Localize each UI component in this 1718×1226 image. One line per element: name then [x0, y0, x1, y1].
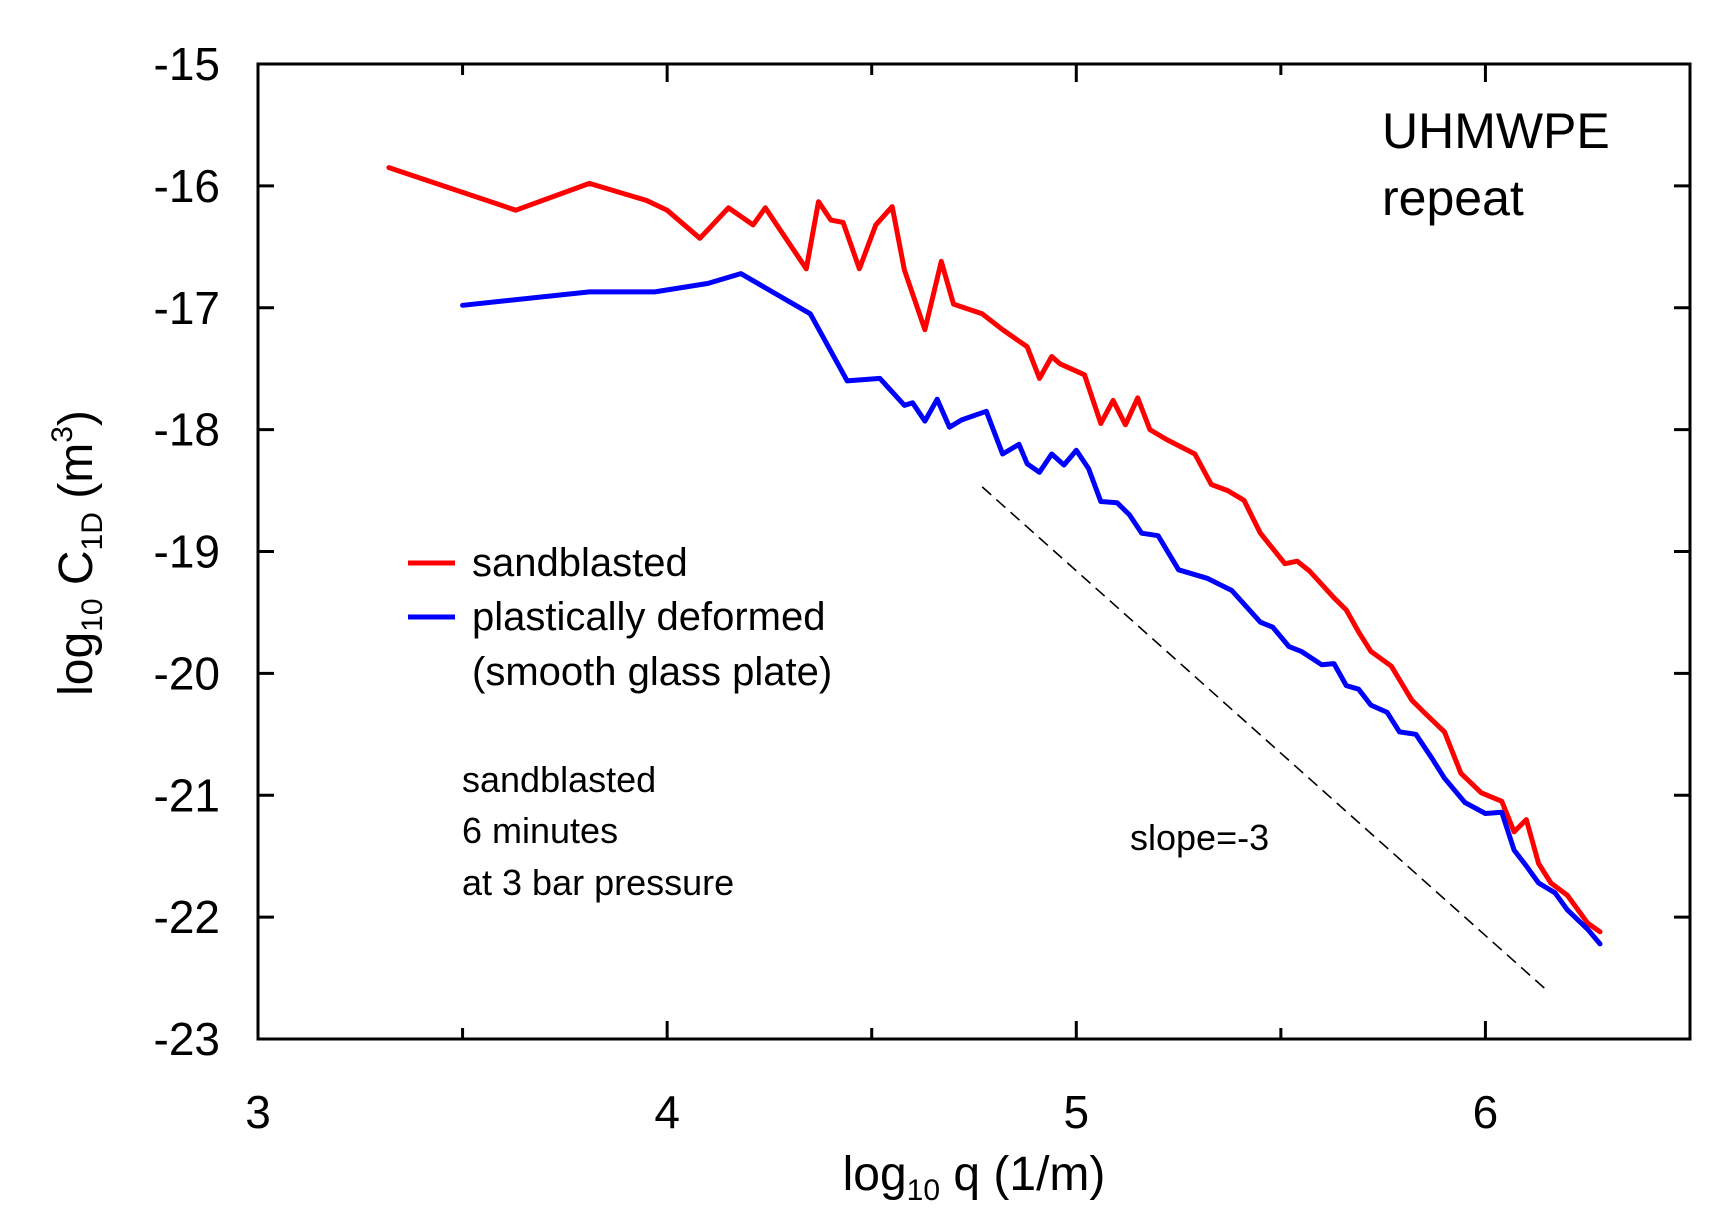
y-axis-label-sub: 10: [76, 598, 109, 631]
slope-label: slope=-3: [1130, 817, 1269, 858]
x-axis-label-rest: q (1/m): [940, 1148, 1105, 1201]
y-axis-label-main: log: [50, 632, 103, 696]
corner-annotation-line-2: repeat: [1382, 170, 1524, 226]
note-line-2: 6 minutes: [462, 810, 618, 851]
y-axis-label: log10 C1D (m3): [46, 410, 109, 696]
y-tick-label: -16: [154, 160, 220, 212]
note-line-3: at 3 bar pressure: [462, 862, 734, 903]
slope-reference-line: [981, 486, 1548, 991]
y-tick-label: -23: [154, 1013, 220, 1065]
x-tick-label: 5: [1063, 1086, 1089, 1138]
y-tick-label: -21: [154, 769, 220, 821]
y-tick-label: -17: [154, 282, 220, 334]
x-axis-label-sub: 10: [907, 1174, 940, 1207]
axis-ticks: [256, 62, 1692, 1041]
note-line-1: sandblasted: [462, 759, 656, 800]
series-sandblasted: [386, 165, 1603, 935]
x-tick-label: 6: [1473, 1086, 1499, 1138]
legend-label-smooth-glass-plate: (smooth glass plate): [472, 650, 832, 694]
legend-label-plastically-deformed: plastically deformed: [472, 595, 826, 639]
y-tick-label: -20: [154, 647, 220, 699]
legend-label-sandblasted: sandblasted: [472, 541, 688, 585]
series-lines: [386, 165, 1603, 947]
y-axis-label-mid: C: [50, 550, 103, 598]
x-axis-label: log10 q (1/m): [843, 1148, 1106, 1207]
x-tick-label: 3: [245, 1086, 271, 1138]
legend: sandblasted plastically deformed (smooth…: [408, 541, 832, 694]
x-axis-label-main: log: [843, 1148, 907, 1201]
y-tick-label: -18: [154, 404, 220, 456]
y-axis-label-sup: 3: [46, 426, 79, 443]
x-tick-labels: 3 4 5 6: [245, 1086, 1498, 1138]
y-tick-label: -19: [154, 526, 220, 578]
y-tick-label: -15: [154, 38, 220, 90]
y-tick-labels: -15 -16 -17 -18 -19 -20 -21 -22 -23: [154, 38, 220, 1065]
y-axis-label-close: ): [50, 410, 103, 426]
corner-annotation-line-1: UHMWPE: [1382, 103, 1610, 159]
x-tick-label: 4: [654, 1086, 680, 1138]
y-axis-label-rest: (m: [50, 443, 103, 512]
y-axis-label-sub2: 1D: [76, 512, 109, 550]
series-plastically-deformed: [460, 271, 1603, 947]
y-tick-label: -22: [154, 891, 220, 943]
